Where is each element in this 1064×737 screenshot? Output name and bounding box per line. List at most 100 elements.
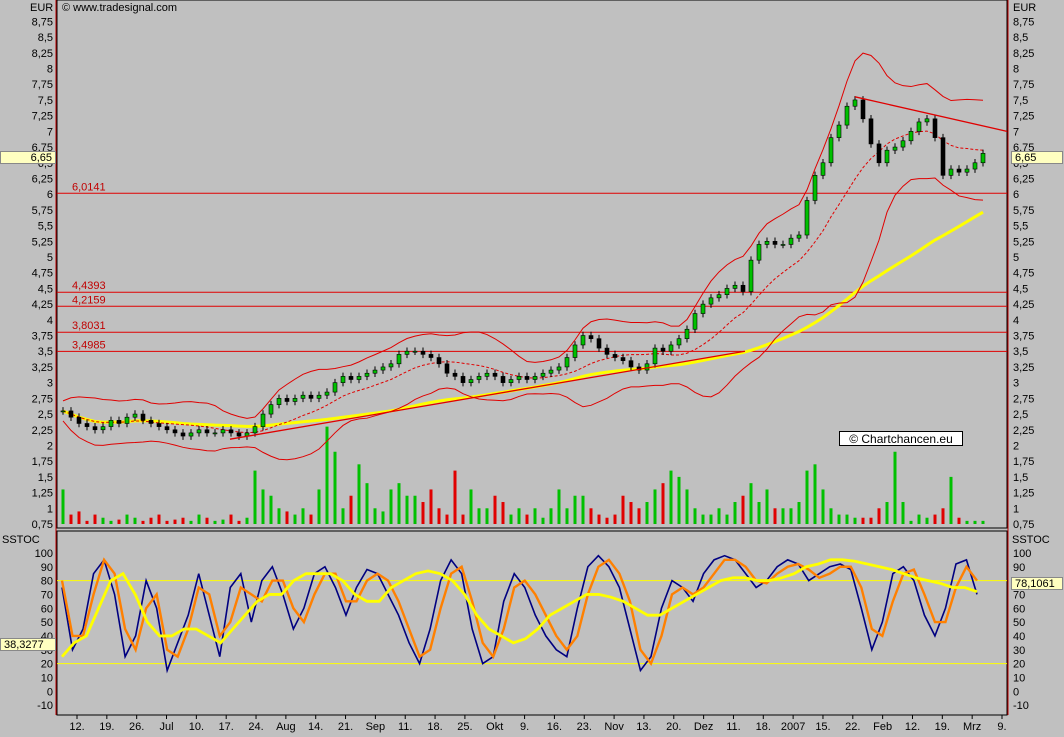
volume-bar	[173, 519, 177, 524]
price-tick-right: 2,75	[1013, 393, 1034, 405]
volume-bar	[101, 517, 105, 524]
volume-bar	[645, 502, 649, 524]
volume-bar	[797, 502, 801, 524]
osc-tick-left: 10	[41, 672, 53, 684]
osc-title-right: SSTOC	[1012, 534, 1050, 546]
candle-body	[276, 398, 282, 405]
volume-bar	[741, 495, 745, 524]
x-tick-label: 18.	[427, 721, 442, 733]
middle-band	[62, 130, 984, 434]
volume-bar	[605, 517, 609, 524]
volume-bar	[813, 464, 817, 524]
price-tick-left: 5,75	[32, 205, 53, 217]
candle-body	[588, 335, 594, 339]
candle-body	[964, 168, 970, 173]
osc-series-line	[60, 557, 978, 667]
price-tick-left: 0,75	[32, 519, 53, 531]
volume-bar	[357, 464, 361, 524]
candle-body	[292, 398, 298, 402]
price-current-right: 6,65	[1011, 151, 1063, 164]
price-tick-right: 3,75	[1013, 331, 1034, 343]
volume-bar	[157, 514, 161, 524]
x-tick-label: 18.	[756, 721, 771, 733]
volume-bar	[413, 495, 417, 524]
volume-bar	[189, 520, 193, 524]
price-tick-left: 1,75	[32, 456, 53, 468]
volume-bar	[365, 483, 369, 524]
level-label: 4,2159	[72, 294, 106, 306]
volume-bar	[381, 511, 385, 524]
x-tick-label: 25.	[457, 721, 472, 733]
candle-body	[204, 429, 210, 434]
candle-body	[508, 379, 514, 383]
price-tick-left: 2,25	[32, 425, 53, 437]
volume-bar	[589, 508, 593, 524]
volume-bar	[877, 508, 881, 524]
candle-body	[172, 429, 178, 434]
volume-bar	[125, 514, 129, 524]
candle-body	[972, 162, 978, 170]
candle-body	[68, 410, 74, 418]
volume-bar	[485, 508, 489, 524]
volume-bar	[965, 520, 969, 524]
volume-bar	[525, 514, 529, 524]
candle-body	[476, 376, 482, 380]
price-tick-left: 7,25	[32, 111, 53, 123]
candle-body	[484, 372, 490, 377]
osc-tick-left: 60	[41, 603, 53, 615]
price-tick-right: 4,75	[1013, 268, 1034, 280]
candle-body	[260, 413, 266, 427]
candle-body	[604, 347, 610, 355]
price-tick-left: 4,5	[38, 283, 53, 295]
candle-body	[412, 350, 418, 353]
volume-bar	[909, 520, 913, 524]
osc-tick-left: 0	[47, 686, 53, 698]
osc-tick-right: 0	[1013, 686, 1019, 698]
x-tick-label: 2007	[781, 721, 805, 733]
price-tick-left: 4	[47, 315, 53, 327]
candle-body	[548, 369, 554, 374]
price-tick-left: 4,75	[32, 268, 53, 280]
volume-bar	[461, 514, 465, 524]
x-tick-label: Nov	[604, 721, 624, 733]
volume-bar	[533, 508, 537, 524]
price-tick-right: 5,5	[1013, 221, 1028, 233]
volume-bar	[845, 514, 849, 524]
volume-bar	[981, 520, 985, 524]
candle-body	[828, 137, 834, 164]
candle-body	[684, 328, 690, 339]
volume-bar	[669, 470, 673, 524]
price-tick-right: 4	[1013, 315, 1019, 327]
osc-title-left: SSTOC	[2, 534, 40, 546]
level-label: 3,4985	[72, 339, 106, 351]
price-tick-right: 8	[1013, 64, 1019, 76]
candle-body	[84, 423, 90, 427]
volume-bar	[285, 511, 289, 524]
osc-tick-right: 40	[1013, 631, 1025, 643]
volume-bar	[77, 511, 81, 524]
volume-bar	[725, 514, 729, 524]
price-unit-left: EUR	[30, 2, 54, 14]
x-tick-label: 11.	[398, 721, 412, 733]
volume-bar	[325, 426, 329, 524]
price-tick-right: 8,75	[1013, 16, 1034, 28]
volume-bar	[397, 483, 401, 524]
candle-body	[364, 372, 370, 377]
volume-bar	[85, 520, 89, 524]
volume-bar	[581, 495, 585, 524]
candle-body	[108, 420, 114, 427]
candle-body	[60, 410, 66, 413]
x-tick-label: 20.	[666, 721, 681, 733]
x-tick-label: Jul	[159, 721, 173, 733]
candle-body	[420, 350, 426, 355]
price-tick-left: 3	[47, 378, 53, 390]
candle-body	[628, 360, 634, 368]
volume-bar	[389, 489, 393, 524]
candle-body	[324, 391, 330, 396]
osc-tick-right: 70	[1013, 589, 1025, 601]
candle-body	[700, 303, 706, 314]
volume-bar	[573, 495, 577, 524]
candle-body	[196, 429, 202, 434]
candle-body	[860, 99, 866, 120]
